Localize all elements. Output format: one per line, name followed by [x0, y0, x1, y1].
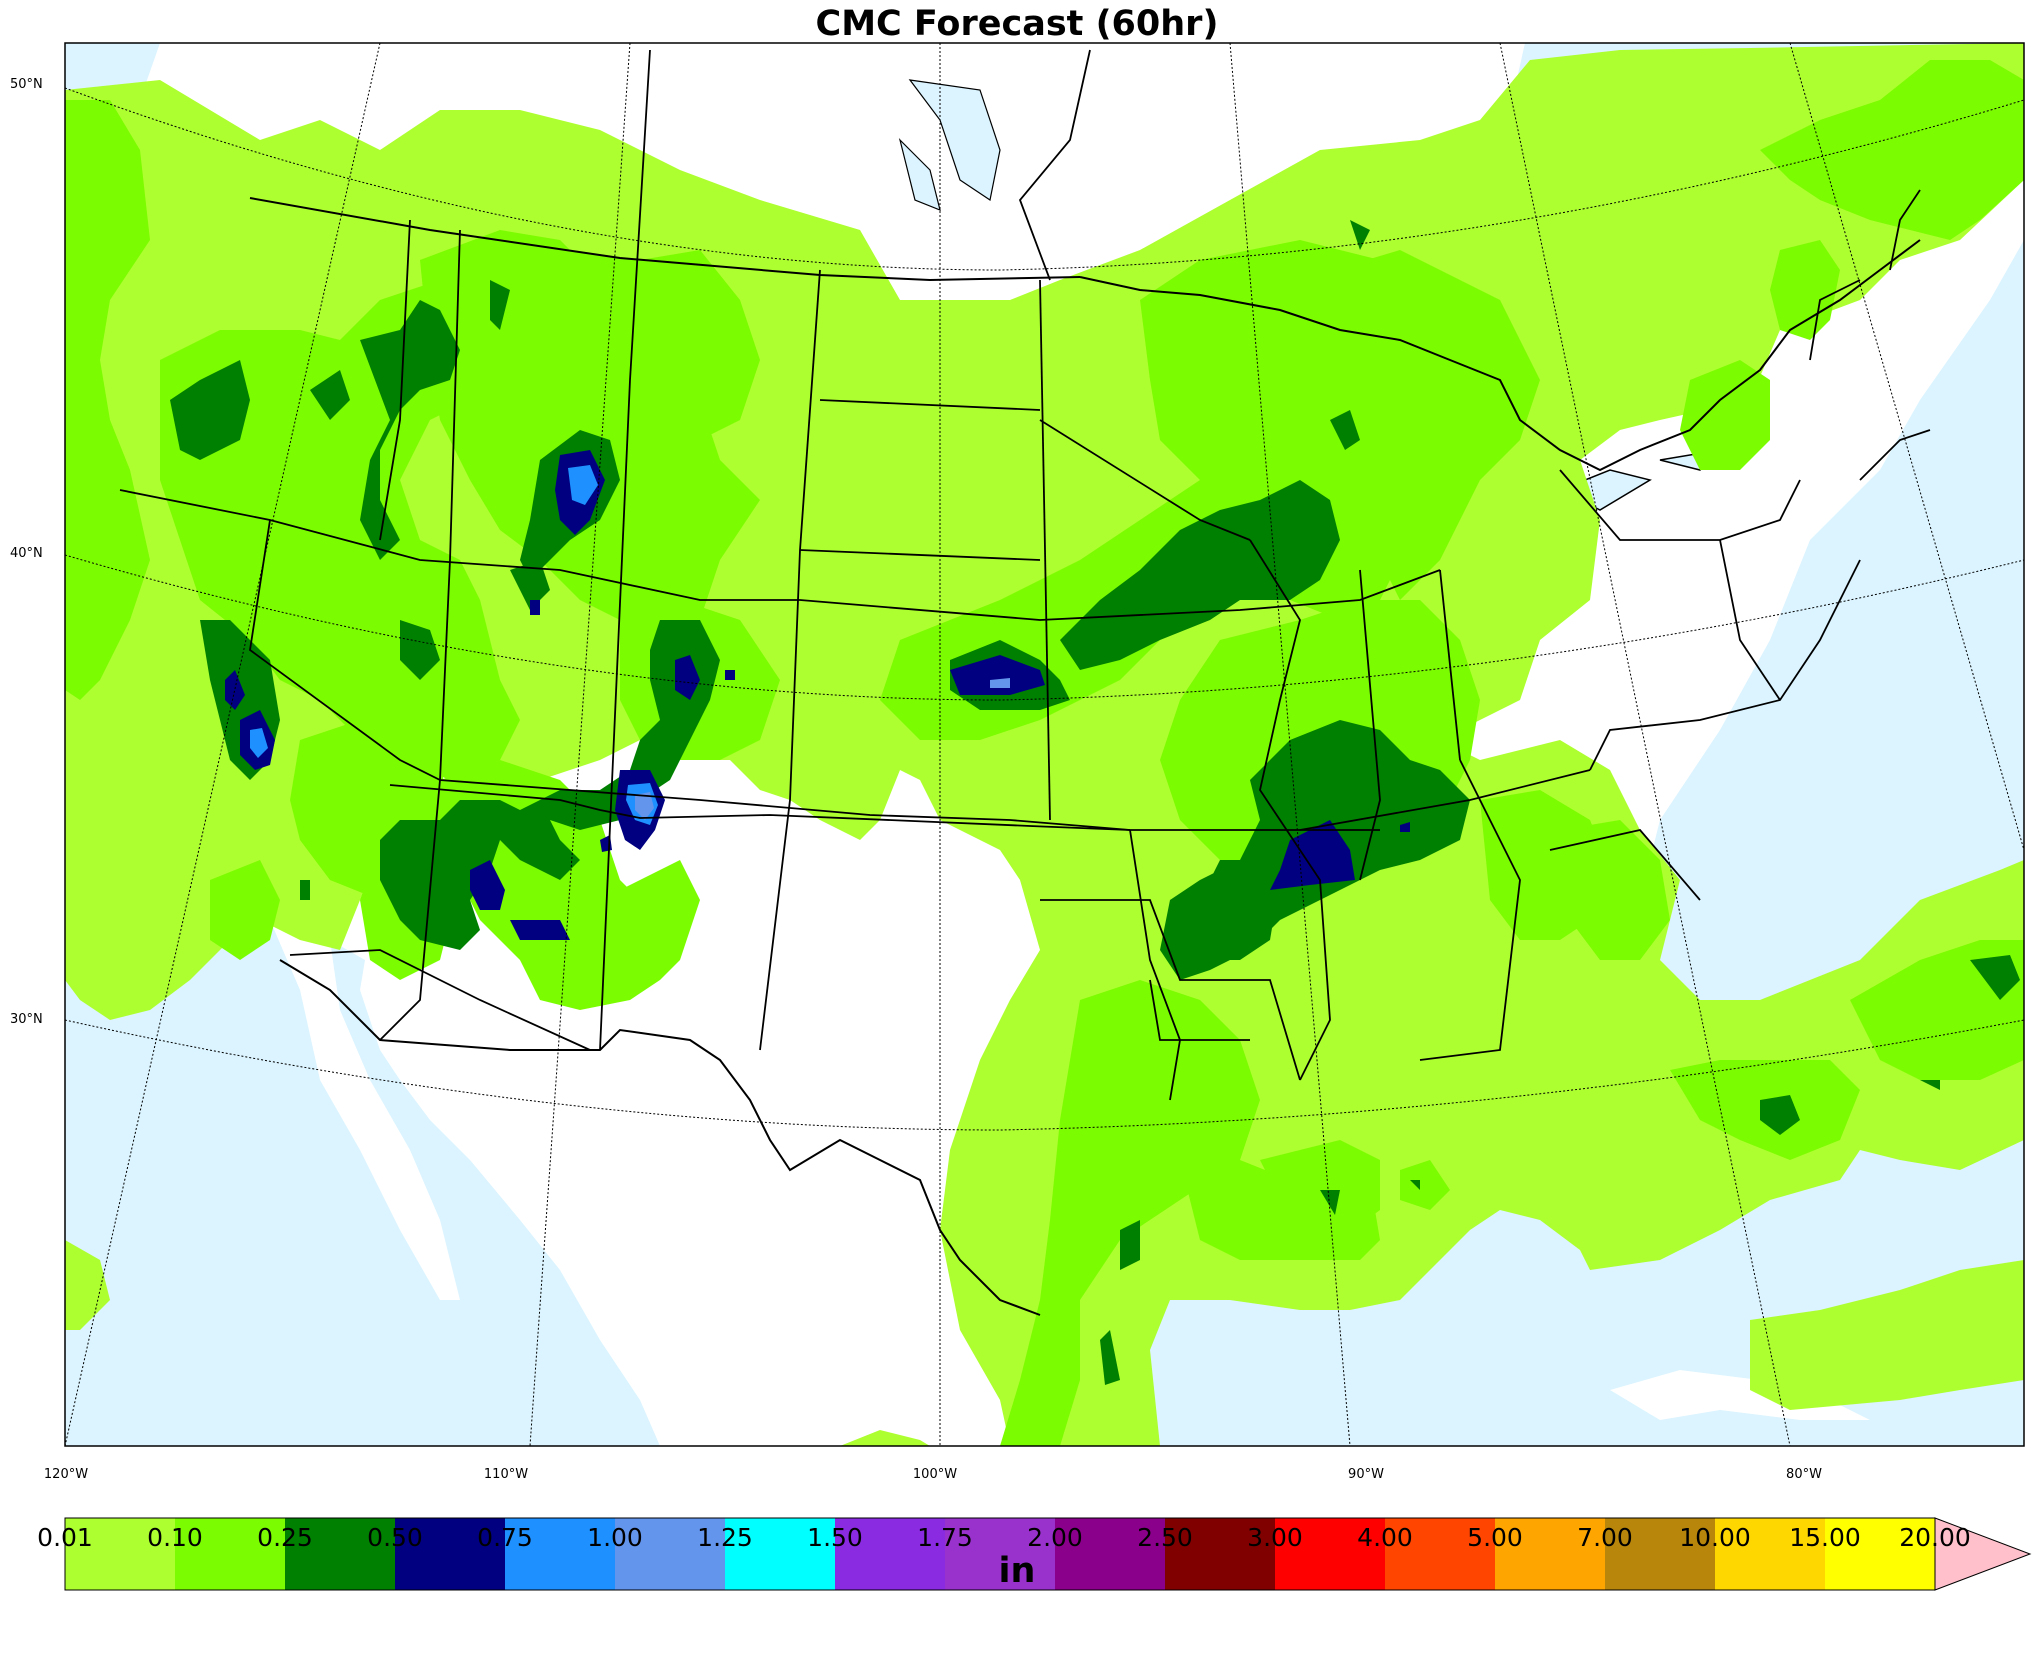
precip-0.10 — [65, 60, 2024, 1446]
colorbar-tick-label: 7.00 — [1577, 1523, 1633, 1552]
lon-label-110w: 110°W — [483, 1467, 529, 1482]
colorbar-bin-1.00 — [615, 1518, 725, 1590]
colorbar-bin-10.00 — [1715, 1518, 1825, 1590]
colorbar-bin-0.01 — [65, 1518, 175, 1590]
colorbar-border — [64, 1517, 1936, 1591]
colorbar-bin-0.10 — [175, 1518, 285, 1590]
colorbar-bin-0.25 — [285, 1518, 395, 1590]
colorbar-tick-label: 2.00 — [1027, 1523, 1083, 1552]
lon-label-100w: 100°W — [912, 1467, 958, 1482]
lat-label-50n: 50°N — [10, 77, 43, 92]
colorbar-bin-2.00 — [1055, 1518, 1165, 1590]
colorbar-bin-15.00 — [1825, 1518, 1935, 1590]
colorbar-bin-3.00 — [1275, 1518, 1385, 1590]
colorbar-tick-label: 3.00 — [1247, 1523, 1303, 1552]
boundaries — [249, 197, 1921, 1316]
colorbar-tick-label: 1.75 — [917, 1523, 973, 1552]
state-lines — [119, 49, 1931, 1101]
colorbar-tick-label: 1.50 — [807, 1523, 863, 1552]
map-frame — [64, 42, 2025, 1447]
colorbar-tick-label: 0.75 — [477, 1523, 533, 1552]
graticule — [65, 43, 2024, 1446]
colorbar-tick-label: 20.00 — [1899, 1523, 1971, 1552]
lat-label-30n: 30°N — [10, 1012, 43, 1027]
colorbar-bin-1.25 — [725, 1518, 835, 1590]
lon-label-120w: 120°W — [43, 1467, 89, 1482]
colorbar-bin-0.75 — [505, 1518, 615, 1590]
colorbar-bin-7.00 — [1605, 1518, 1715, 1590]
colorbar-tick-label: 0.10 — [147, 1523, 203, 1552]
map-title: CMC Forecast (60hr) — [815, 4, 1219, 44]
colorbar-bin-1.75 — [945, 1518, 1055, 1590]
colorbar-tick-label: 0.25 — [257, 1523, 313, 1552]
colorbar-tick-label: 15.00 — [1789, 1523, 1861, 1552]
colorbar-tick-label: 5.00 — [1467, 1523, 1523, 1552]
colorbar-tick-label: 2.50 — [1137, 1523, 1193, 1552]
colorbar-bin-0.50 — [395, 1518, 505, 1590]
colorbar-tick-label: 1.00 — [587, 1523, 643, 1552]
colorbar-unit-label: in — [998, 1551, 1036, 1591]
colorbar-bin-5.00 — [1495, 1518, 1605, 1590]
precip-1.00 — [635, 678, 1010, 820]
colorbar-tick-label: 1.25 — [697, 1523, 753, 1552]
colorbar-tick-label: 4.00 — [1357, 1523, 1413, 1552]
lon-label-90w: 90°W — [1348, 1467, 1384, 1482]
colorbar-tick-label: 0.01 — [37, 1523, 93, 1552]
colorbar-bin-4.00 — [1385, 1518, 1495, 1590]
colorbar-tick-label: 10.00 — [1679, 1523, 1751, 1552]
colorbar — [64, 1517, 2032, 1591]
colorbar-bin-2.50 — [1165, 1518, 1275, 1590]
colorbar-bin-1.50 — [835, 1518, 945, 1590]
lat-label-40n: 40°N — [10, 546, 43, 561]
colorbar-tick-label: 0.50 — [367, 1523, 423, 1552]
lon-label-80w: 80°W — [1786, 1467, 1822, 1482]
